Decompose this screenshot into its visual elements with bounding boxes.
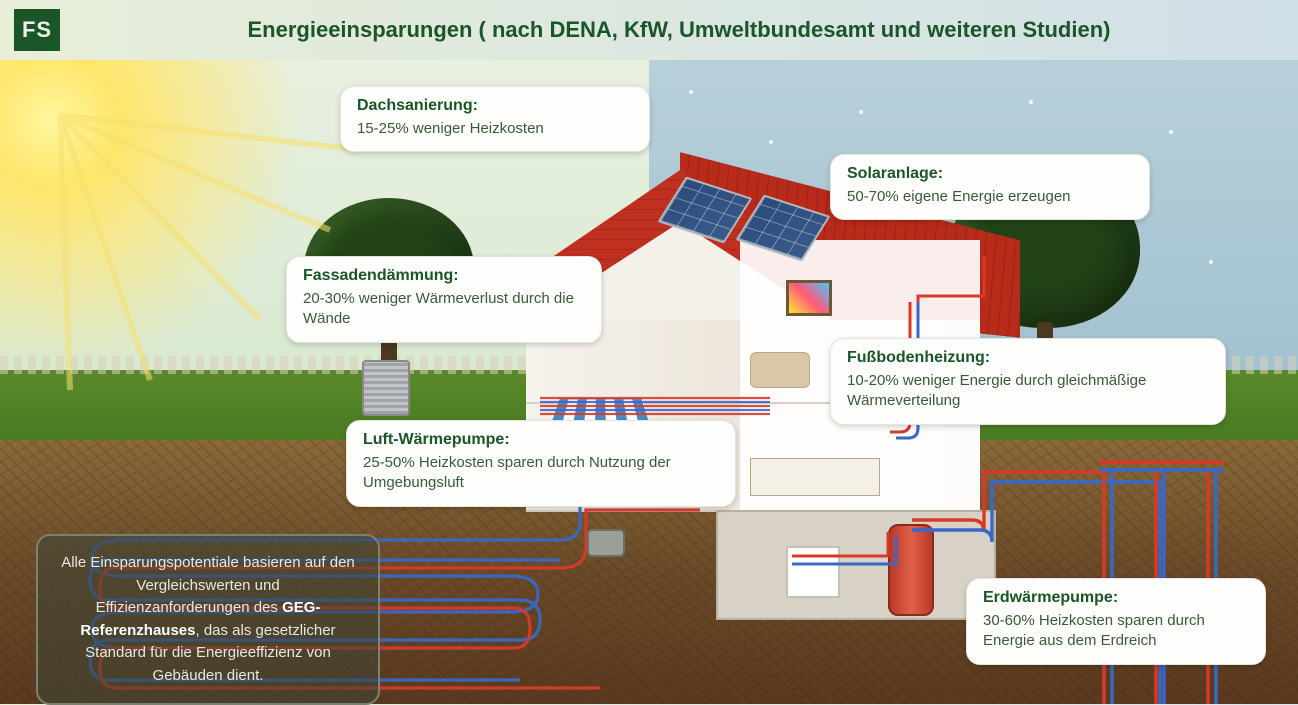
callout-erd: Erdwärmepumpe: 30-60% Heizkosten sparen … bbox=[966, 578, 1266, 665]
callout-heading: Dachsanierung: bbox=[357, 97, 633, 115]
callout-heading: Luft-Wärmepumpe: bbox=[363, 431, 719, 449]
fs-logo: FS bbox=[14, 9, 60, 51]
wall-art bbox=[786, 280, 832, 316]
info-text: Alle Einsparungspotentiale basieren auf … bbox=[61, 554, 355, 684]
page-title: Energieeinsparungen ( nach DENA, KfW, Um… bbox=[60, 17, 1298, 43]
callout-fussboden: Fußbodenheizung: 10-20% weniger Energie … bbox=[830, 338, 1226, 425]
header: FS Energieeinsparungen ( nach DENA, KfW,… bbox=[0, 0, 1298, 60]
air-heat-pump-icon bbox=[362, 360, 410, 416]
callout-text: 25-50% Heizkosten sparen durch Nutzung d… bbox=[363, 453, 719, 494]
callout-text: 50-70% eigene Energie erzeugen bbox=[847, 187, 1133, 207]
callout-fassade: Fassadendämmung: 20-30% weniger Wärmever… bbox=[286, 256, 602, 343]
callout-heading: Erdwärmepumpe: bbox=[983, 589, 1249, 607]
basement bbox=[716, 510, 996, 620]
sofa bbox=[750, 352, 810, 388]
info-geg-referenzhaus: Alle Einsparungspotentiale basieren auf … bbox=[36, 534, 380, 705]
callout-text: 15-25% weniger Heizkosten bbox=[357, 119, 633, 139]
callout-luft: Luft-Wärmepumpe: 25-50% Heizkosten spare… bbox=[346, 420, 736, 507]
callout-dach: Dachsanierung: 15-25% weniger Heizkosten bbox=[340, 86, 650, 152]
callout-heading: Fassadendämmung: bbox=[303, 267, 585, 285]
callout-text: 20-30% weniger Wärmeverlust durch die Wä… bbox=[303, 289, 585, 330]
hvac-unit bbox=[786, 546, 840, 598]
callout-heading: Solaranlage: bbox=[847, 165, 1133, 183]
hot-water-tank bbox=[888, 524, 934, 616]
callout-text: 30-60% Heizkosten sparen durch Energie a… bbox=[983, 611, 1249, 652]
kitchen-counter bbox=[750, 458, 880, 496]
callout-heading: Fußbodenheizung: bbox=[847, 349, 1209, 367]
callout-solar: Solaranlage: 50-70% eigene Energie erzeu… bbox=[830, 154, 1150, 220]
callout-text: 10-20% weniger Energie durch gleichmäßig… bbox=[847, 371, 1209, 412]
